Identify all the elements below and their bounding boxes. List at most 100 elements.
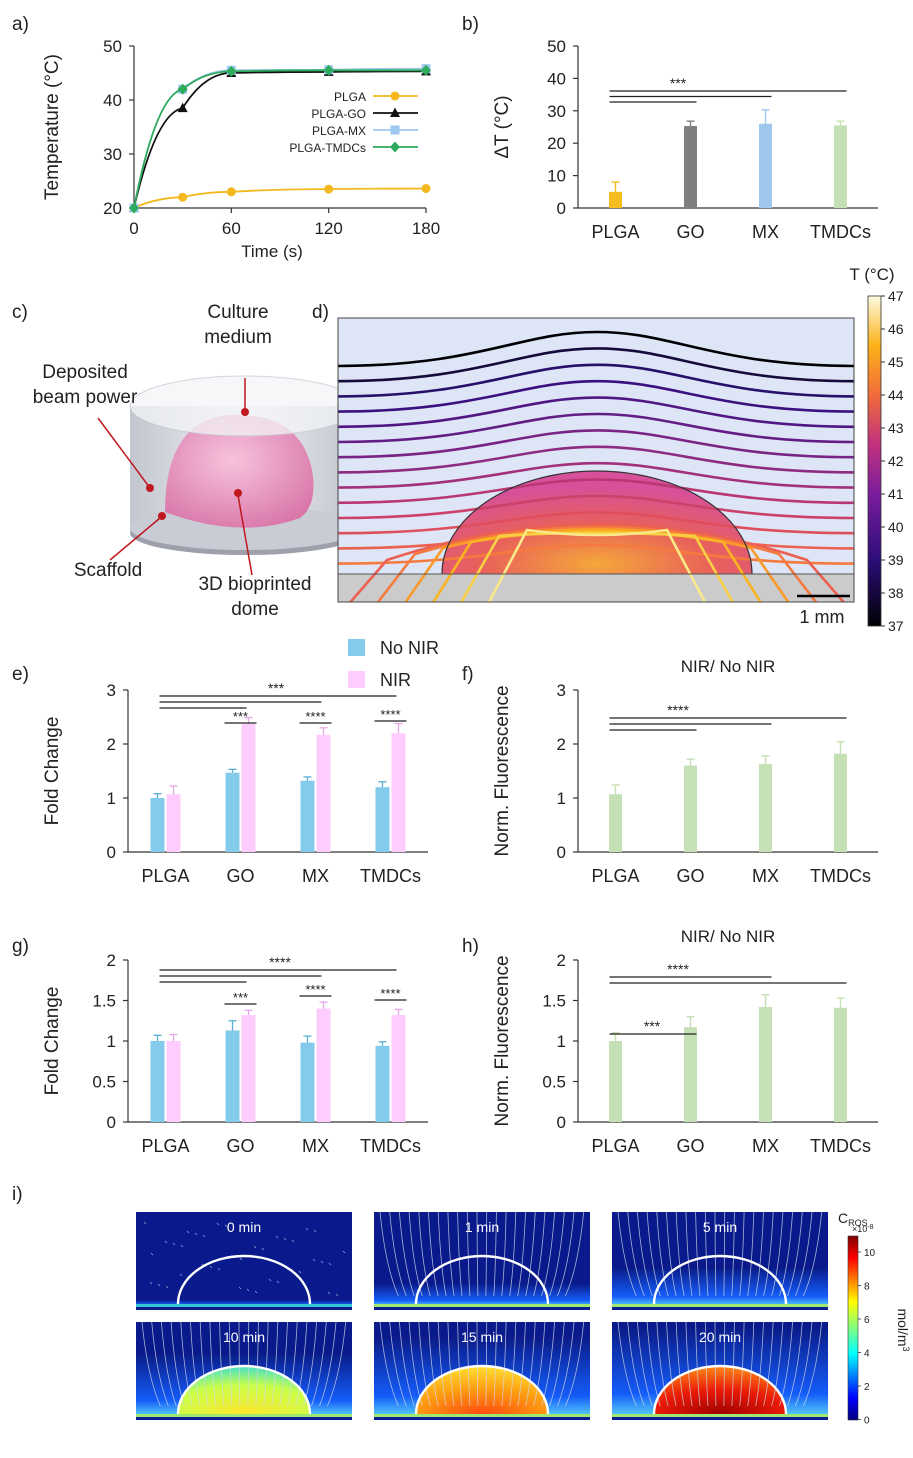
- streamline-dot: [320, 1260, 324, 1264]
- significance-label: ***: [268, 680, 285, 696]
- bar-nir-mx: [316, 734, 331, 852]
- streamline: [141, 1322, 161, 1407]
- streamline: [408, 1212, 423, 1297]
- y-tick-label: 2: [107, 951, 116, 970]
- streamline-dot: [327, 1291, 331, 1295]
- streamline: [675, 1212, 685, 1297]
- y-tick-label: 20: [103, 199, 122, 218]
- streamline: [627, 1322, 645, 1407]
- panel-d-temperature-map: 1 mm T (°C) 47 46 45 44 43 42 41 40 39 38 37: [337, 265, 904, 634]
- streamline: [557, 1212, 575, 1297]
- streamline: [541, 1212, 555, 1297]
- y-tick-label: 50: [547, 37, 566, 56]
- streamline: [501, 1212, 507, 1297]
- isotherm-lines: [338, 330, 854, 602]
- streamline-dot: [312, 1258, 316, 1262]
- streamline: [517, 1322, 526, 1407]
- label-scaffold: Scaffold: [74, 560, 142, 581]
- streamline: [637, 1212, 653, 1297]
- ros-scaffold-line: [136, 1304, 352, 1307]
- y-tick-label: 10: [547, 167, 566, 186]
- label-deposited-2: beam power: [33, 387, 138, 408]
- dome-fill: [442, 471, 752, 574]
- ros-frame-content: [136, 1322, 352, 1420]
- label-culture-1: Culture: [207, 302, 268, 323]
- streamline: [485, 1212, 488, 1297]
- series-line-plga-tmdcs: [133, 69, 426, 209]
- streamline-dot: [238, 1286, 242, 1290]
- isotherm: [338, 347, 854, 383]
- label-dome-1: 3D bioprinted: [198, 574, 311, 595]
- colorbar-tick-label: 37: [888, 618, 904, 634]
- isotherm: [338, 363, 854, 398]
- panel-label-c: c): [12, 302, 28, 323]
- label-dome-2: dome: [231, 599, 279, 620]
- significance-label: ***: [670, 75, 687, 91]
- data-point-plga-tmdcs: [421, 64, 431, 76]
- streamline: [219, 1322, 225, 1407]
- streamline: [714, 1322, 717, 1407]
- isotherm: [338, 478, 854, 505]
- scale-bar-label: 1 mm: [800, 607, 845, 627]
- time-label-20-min: 20 min: [699, 1329, 741, 1345]
- y-tick-label: 1: [107, 1032, 116, 1051]
- data-point-plga: [178, 192, 188, 202]
- streamline: [437, 1212, 447, 1297]
- streamline-dot: [283, 1237, 287, 1241]
- ros-bottom: [374, 1307, 590, 1310]
- legend-swatch-no-nir: [348, 639, 365, 656]
- isotherm: [338, 379, 854, 413]
- x-category-label-go: GO: [676, 866, 704, 886]
- streamline-dot: [268, 1278, 272, 1282]
- streamline: [565, 1212, 585, 1297]
- streamline: [533, 1322, 546, 1407]
- isotherm: [338, 445, 854, 474]
- streamline: [279, 1322, 288, 1407]
- streamline: [656, 1212, 669, 1297]
- streamline: [771, 1322, 784, 1407]
- ros-dome-outline: [652, 1254, 788, 1305]
- scaffold-region: [338, 574, 854, 602]
- streamline: [731, 1212, 735, 1297]
- bar-go: [684, 1027, 697, 1122]
- x-category-label-tmdcs: TMDCs: [810, 1136, 871, 1156]
- y-tick-label: 0: [557, 199, 566, 218]
- streamline: [779, 1322, 793, 1407]
- legend-label-plga-tmdcs: PLGA-TMDCs: [289, 141, 366, 155]
- streamline: [739, 1212, 745, 1297]
- streamline: [457, 1212, 463, 1297]
- pointer-dot-culture: [241, 408, 249, 416]
- panel-label-f: f): [462, 664, 474, 685]
- bar-nir-plga: [166, 794, 181, 852]
- dome-outline: [441, 470, 753, 575]
- x-category-label-mx: MX: [752, 222, 779, 242]
- streamline: [637, 1322, 653, 1407]
- streamline-dot: [313, 1229, 317, 1233]
- y-tick-label: 0: [107, 1113, 116, 1132]
- ros-colorbar-group: CROS ×10-8 10 8 6 4 2 0 mol/m3: [838, 1210, 911, 1427]
- isotherm: [338, 330, 854, 368]
- pointer-scaffold: [109, 517, 161, 561]
- streamline: [418, 1212, 431, 1297]
- bar-no-nir-plga: [150, 798, 165, 852]
- temperature-colorbar: [867, 295, 882, 627]
- bar-no-nir-go: [225, 772, 240, 852]
- y-axis-label: Norm. Fluorescence: [492, 955, 513, 1126]
- colorbar-tick-label: 44: [888, 387, 904, 403]
- y-tick-label: 1.5: [542, 992, 566, 1011]
- x-category-label-plga: PLGA: [591, 866, 639, 886]
- streamline-dot: [276, 1280, 280, 1284]
- bar-plga: [609, 191, 622, 208]
- streamline-dot: [291, 1239, 295, 1243]
- streamline: [803, 1322, 823, 1407]
- streamline: [731, 1322, 735, 1407]
- streamline: [755, 1212, 764, 1297]
- streamline: [617, 1212, 637, 1297]
- ros-colorbar-tick-label: 0: [864, 1416, 870, 1427]
- streamline-dot: [275, 1235, 279, 1239]
- x-category-label-mx: MX: [752, 1136, 779, 1156]
- ros-frame-0: 0 min: [136, 1212, 352, 1310]
- streamline: [755, 1322, 764, 1407]
- pair-significance-label: ****: [305, 709, 325, 724]
